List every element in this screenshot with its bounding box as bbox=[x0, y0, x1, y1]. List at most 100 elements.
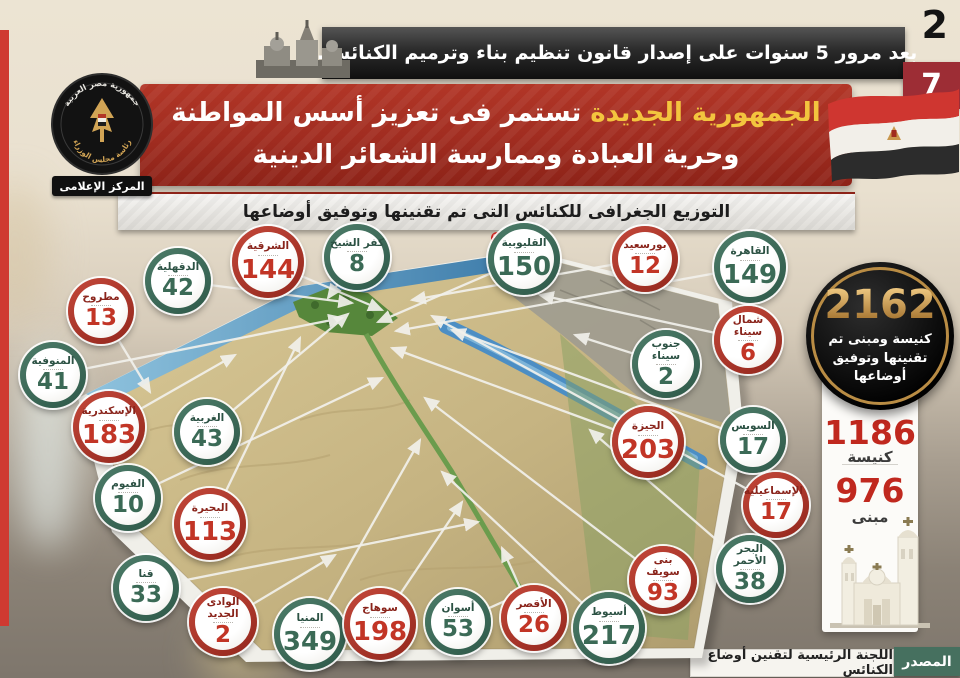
governorate-badge-qalyubia: القليوبية 150 bbox=[488, 223, 560, 295]
governorate-name: جنوب سيناء bbox=[651, 338, 681, 362]
intro-banner: بعد مرور 5 سنوات على إصدار قانون تنظيم ب… bbox=[310, 27, 917, 79]
governorate-badge-assiut: أسيوط 217 bbox=[573, 592, 645, 664]
governorate-value: 2 bbox=[657, 363, 674, 390]
governorate-value: 38 bbox=[733, 568, 766, 595]
divider bbox=[766, 499, 786, 500]
governorate-value: 17 bbox=[759, 499, 792, 525]
arrow-monufia bbox=[52, 313, 345, 377]
buildings-count: 976 bbox=[835, 471, 905, 510]
governorate-name: الشرقية bbox=[246, 240, 290, 253]
governorate-name: الإسماعيلية bbox=[743, 484, 803, 497]
arrow-cairo bbox=[393, 265, 751, 336]
governorate-value: 2 bbox=[214, 621, 231, 648]
governorate-badge-aswan: أسوان 53 bbox=[425, 589, 491, 655]
governorate-badge-luxor: الأقصر 26 bbox=[501, 585, 567, 651]
governorate-badge-alexandria: الإسكندرية 183 bbox=[73, 391, 145, 463]
governorate-badge-suez: السويس 17 bbox=[720, 407, 786, 473]
divider bbox=[740, 568, 760, 570]
arrow-qena bbox=[145, 517, 481, 590]
cabinet-media-center-logo: جمهورية مصر العربية رئاسة مجلس الوزراء ا… bbox=[50, 72, 154, 202]
headline-highlight: الجمهورية الجديدة bbox=[590, 98, 821, 129]
governorate-value: 17 bbox=[736, 434, 769, 460]
governorate-value: 13 bbox=[84, 305, 117, 331]
governorate-value: 10 bbox=[111, 492, 144, 518]
governorate-name: الفيوم bbox=[111, 477, 145, 490]
governorate-badge-giza: الجيزة 203 bbox=[612, 406, 684, 478]
churches-label: كنيسة bbox=[847, 448, 893, 466]
grand-total-caption: كنيسة ومبنى تم تقنينها وتوفيق أوضاعها bbox=[828, 331, 932, 385]
page-index-top: 2 bbox=[921, 3, 948, 47]
governorate-badge-port-said: بورسعيد 12 bbox=[612, 226, 678, 292]
divider bbox=[213, 621, 233, 623]
governorate-value: 41 bbox=[36, 369, 69, 395]
divider bbox=[258, 254, 278, 256]
governorate-name: الجيزة bbox=[631, 420, 665, 433]
divider bbox=[740, 259, 760, 261]
governorate-value: 53 bbox=[441, 616, 474, 642]
arrow-suez bbox=[449, 328, 754, 442]
governorate-name: الغربية bbox=[189, 411, 225, 424]
governorate-value: 144 bbox=[240, 254, 296, 285]
eagle-emblem-icon bbox=[90, 98, 114, 142]
divider bbox=[168, 275, 188, 276]
governorate-value: 26 bbox=[517, 612, 550, 638]
headline-line1: الجمهورية الجديدة تستمر فى تعزيز أسس الم… bbox=[171, 98, 821, 129]
grand-total-value: 2162 bbox=[824, 281, 936, 328]
divider bbox=[842, 464, 898, 465]
headline: الجمهورية الجديدة تستمر فى تعزيز أسس الم… bbox=[140, 84, 852, 186]
governorate-badge-minya: المنيا 349 bbox=[274, 598, 346, 670]
subtitle-text: التوزيع الجغرافى للكنائس التى تم تقنينها… bbox=[242, 202, 731, 222]
governorate-value: 42 bbox=[161, 275, 194, 301]
governorate-name: قنا bbox=[138, 567, 154, 580]
subtitle-bar: التوزيع الجغرافى للكنائس التى تم تقنينها… bbox=[118, 192, 855, 230]
divider bbox=[200, 516, 220, 518]
governorate-badge-matrouh: مطروح 13 bbox=[68, 278, 134, 344]
governorate-value: 149 bbox=[722, 259, 778, 290]
governorate-value: 93 bbox=[646, 579, 679, 606]
governorate-badge-monufia: المنوفية 41 bbox=[20, 342, 86, 408]
arrow-fayoum bbox=[127, 376, 385, 500]
governorate-badge-gharbia: الغربية 43 bbox=[174, 399, 240, 465]
governorate-name: المنوفية bbox=[31, 354, 75, 367]
governorate-name: أسيوط bbox=[591, 606, 627, 619]
governorate-value: 33 bbox=[129, 582, 162, 608]
governorate-name: كفر الشيخ bbox=[330, 236, 384, 249]
egypt-flag bbox=[828, 89, 959, 182]
arrow-minya bbox=[308, 437, 422, 635]
source-label: المصدر bbox=[894, 647, 960, 676]
governorate-name: مطروح bbox=[82, 290, 120, 303]
governorate-name: البحر الأحمر bbox=[733, 543, 767, 567]
governorate-name: الأقصر bbox=[516, 597, 552, 610]
governorate-value: 43 bbox=[190, 426, 223, 452]
arrow-assiut bbox=[440, 470, 610, 629]
governorate-badge-kafr-el-sheikh: كفر الشيخ 8 bbox=[324, 224, 390, 290]
divider bbox=[347, 251, 367, 252]
governorate-badge-south-sinai: جنوب سيناء 2 bbox=[632, 330, 700, 398]
buildings-label: مبنى bbox=[851, 508, 889, 526]
governorate-badge-north-sinai: شمال سيناء 6 bbox=[714, 306, 782, 374]
divider bbox=[136, 582, 156, 583]
governorate-badge-ismailia: الإسماعيلية 17 bbox=[743, 472, 809, 538]
arrow-ismailia bbox=[429, 314, 777, 507]
governorate-badge-sohag: سوهاج 198 bbox=[344, 588, 416, 660]
church-silhouette-icon bbox=[256, 20, 350, 78]
divider bbox=[656, 363, 676, 365]
governorate-name: بنى سويف bbox=[646, 554, 680, 578]
divider bbox=[448, 616, 468, 617]
governorate-value: 183 bbox=[81, 419, 137, 450]
divider bbox=[653, 579, 673, 581]
governorate-badge-fayoum: الفيوم 10 bbox=[95, 465, 161, 531]
governorate-name: بورسعيد bbox=[623, 238, 667, 251]
media-center-ribbon: المركز الإعلامى bbox=[52, 176, 152, 196]
cathedral-illustration bbox=[830, 517, 930, 628]
governorate-badge-qena: قنا 33 bbox=[113, 555, 179, 621]
governorate-name: الإسكندرية bbox=[81, 405, 136, 418]
divider bbox=[43, 369, 63, 370]
governorate-badge-beni-suef: بنى سويف 93 bbox=[629, 546, 697, 614]
headline-line2: وحرية العبادة وممارسة الشعائر الدينية bbox=[252, 140, 740, 170]
governorate-badge-dakahlia: الدقهلية 42 bbox=[145, 248, 211, 314]
governorate-name: شمال سيناء bbox=[732, 314, 764, 338]
divider bbox=[638, 434, 658, 436]
divider bbox=[524, 612, 544, 613]
divider bbox=[91, 305, 111, 306]
